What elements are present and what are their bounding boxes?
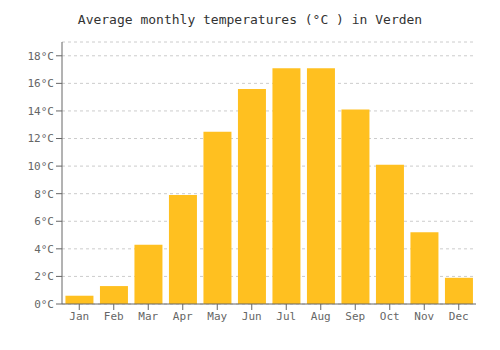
svg-text:Mar: Mar [138,310,158,323]
svg-text:Nov: Nov [414,310,434,323]
svg-text:Sep: Sep [345,310,365,323]
svg-text:14°C: 14°C [28,105,55,118]
svg-text:Dec: Dec [449,310,469,323]
svg-text:Jul: Jul [276,310,296,323]
svg-text:8°C: 8°C [34,188,54,201]
svg-text:6°C: 6°C [34,215,54,228]
svg-text:Jan: Jan [69,310,89,323]
svg-text:Jun: Jun [242,310,262,323]
svg-text:0°C: 0°C [34,298,54,311]
svg-text:12°C: 12°C [28,132,55,145]
svg-text:18°C: 18°C [28,50,55,63]
svg-text:10°C: 10°C [28,160,55,173]
svg-text:Feb: Feb [104,310,124,323]
svg-text:16°C: 16°C [28,77,55,90]
svg-text:Apr: Apr [173,310,193,323]
svg-text:2°C: 2°C [34,270,54,283]
svg-text:4°C: 4°C [34,243,54,256]
svg-text:Oct: Oct [380,310,400,323]
svg-text:Aug: Aug [311,310,331,323]
html-text:Average monthly temperatures (: Average monthly temperatures (°C ) in Ve… [77,12,423,27]
svg-text:May: May [207,310,227,323]
